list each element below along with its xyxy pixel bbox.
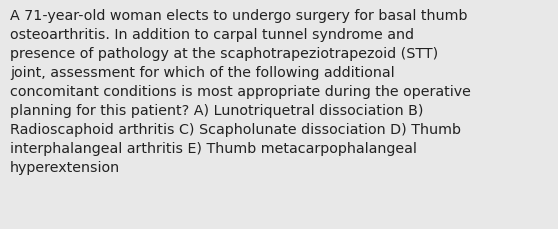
- Text: A 71-year-old woman elects to undergo surgery for basal thumb
osteoarthritis. In: A 71-year-old woman elects to undergo su…: [10, 9, 471, 174]
